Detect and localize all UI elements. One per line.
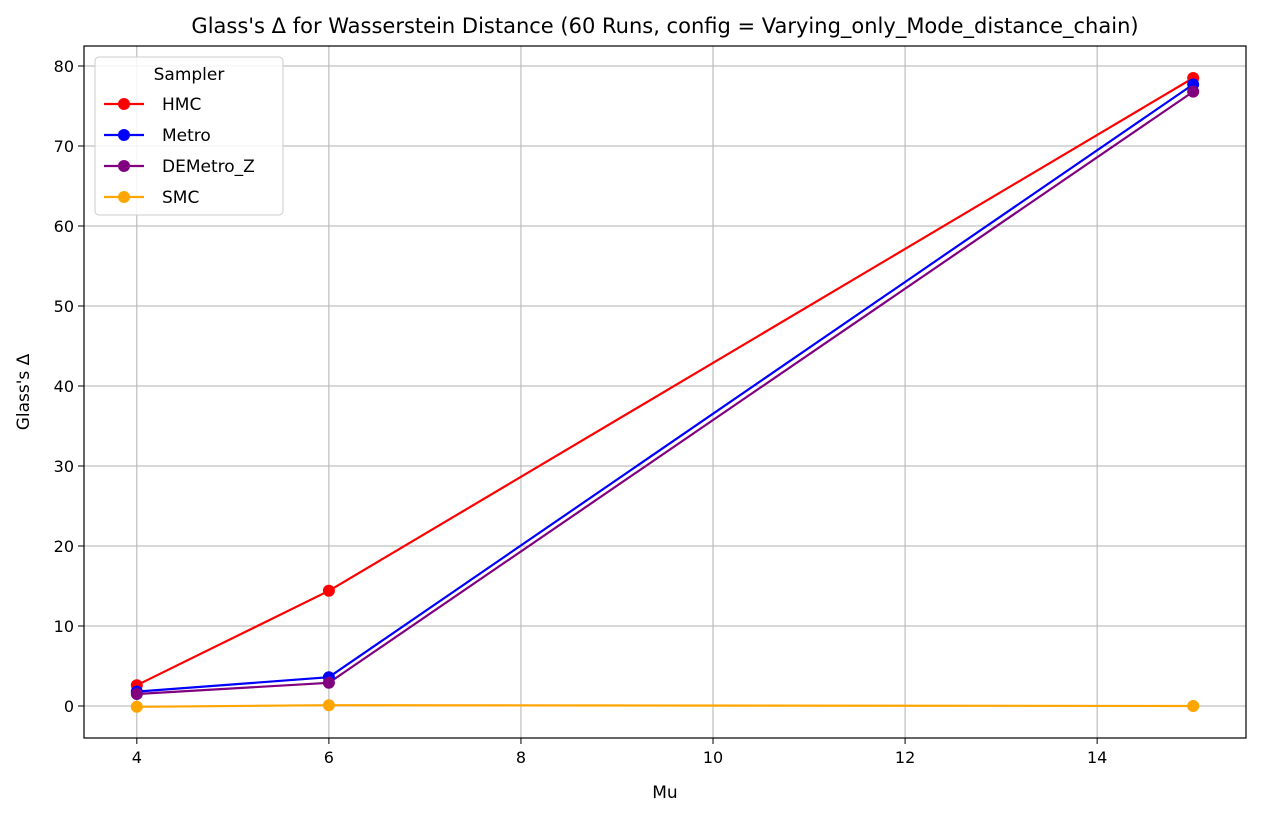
- x-tick-label: 12: [895, 748, 915, 767]
- legend: Sampler HMC Metro DEMetro_Z SMC: [94, 56, 284, 216]
- x-axis-ticks: 4 6 8 10 12 14: [132, 738, 1107, 767]
- x-axis-label: Mu: [652, 783, 677, 803]
- data-point-demetro_z: [130, 688, 143, 700]
- data-point-demetro_z: [322, 676, 335, 689]
- x-tick-label: 8: [516, 748, 526, 767]
- grid-lines: [84, 46, 1246, 738]
- y-tick-label: 80: [54, 57, 74, 76]
- y-tick-label: 0: [64, 697, 74, 716]
- plot-frame: [83, 45, 1247, 739]
- data-point-smc: [322, 699, 335, 712]
- legend-marker-smc: [118, 191, 130, 203]
- y-axis-ticks: 0 10 20 30 40 50 60 70 80: [54, 57, 84, 716]
- legend-title: Sampler: [154, 65, 225, 85]
- series-line-smc: [136, 704, 1194, 708]
- data-point-smc: [130, 700, 143, 713]
- legend-marker-hmc: [118, 98, 130, 110]
- y-axis-label: Glass's Δ: [14, 353, 34, 430]
- legend-marker-demetro_z: [118, 160, 130, 172]
- legend-label-hmc: HMC: [162, 95, 201, 115]
- y-tick-label: 60: [54, 217, 74, 236]
- data-point-hmc: [322, 584, 335, 597]
- series-markers: [130, 72, 1200, 713]
- y-tick-label: 70: [54, 137, 74, 156]
- legend-marker-metro: [118, 129, 130, 141]
- x-tick-label: 6: [324, 748, 334, 767]
- y-tick-label: 20: [54, 537, 74, 556]
- data-point-smc: [1187, 700, 1200, 712]
- data-point-demetro_z: [1187, 85, 1200, 98]
- chart-title: Glass's Δ for Wasserstein Distance (60 R…: [191, 14, 1138, 39]
- legend-label-smc: SMC: [162, 188, 199, 208]
- legend-label-metro: Metro: [162, 126, 211, 146]
- y-tick-label: 40: [54, 377, 74, 396]
- x-tick-label: 10: [703, 748, 723, 767]
- x-tick-label: 4: [132, 748, 142, 767]
- y-tick-label: 10: [54, 617, 74, 636]
- x-tick-label: 14: [1087, 748, 1107, 767]
- y-tick-label: 30: [54, 457, 74, 476]
- y-tick-label: 50: [54, 297, 74, 316]
- legend-box: [94, 56, 284, 216]
- legend-label-demetro_z: DEMetro_Z: [162, 157, 255, 177]
